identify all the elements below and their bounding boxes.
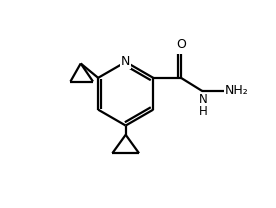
Text: N: N xyxy=(121,55,130,68)
Text: NH₂: NH₂ xyxy=(225,84,249,97)
Text: N
H: N H xyxy=(199,93,208,118)
Text: O: O xyxy=(176,37,186,51)
